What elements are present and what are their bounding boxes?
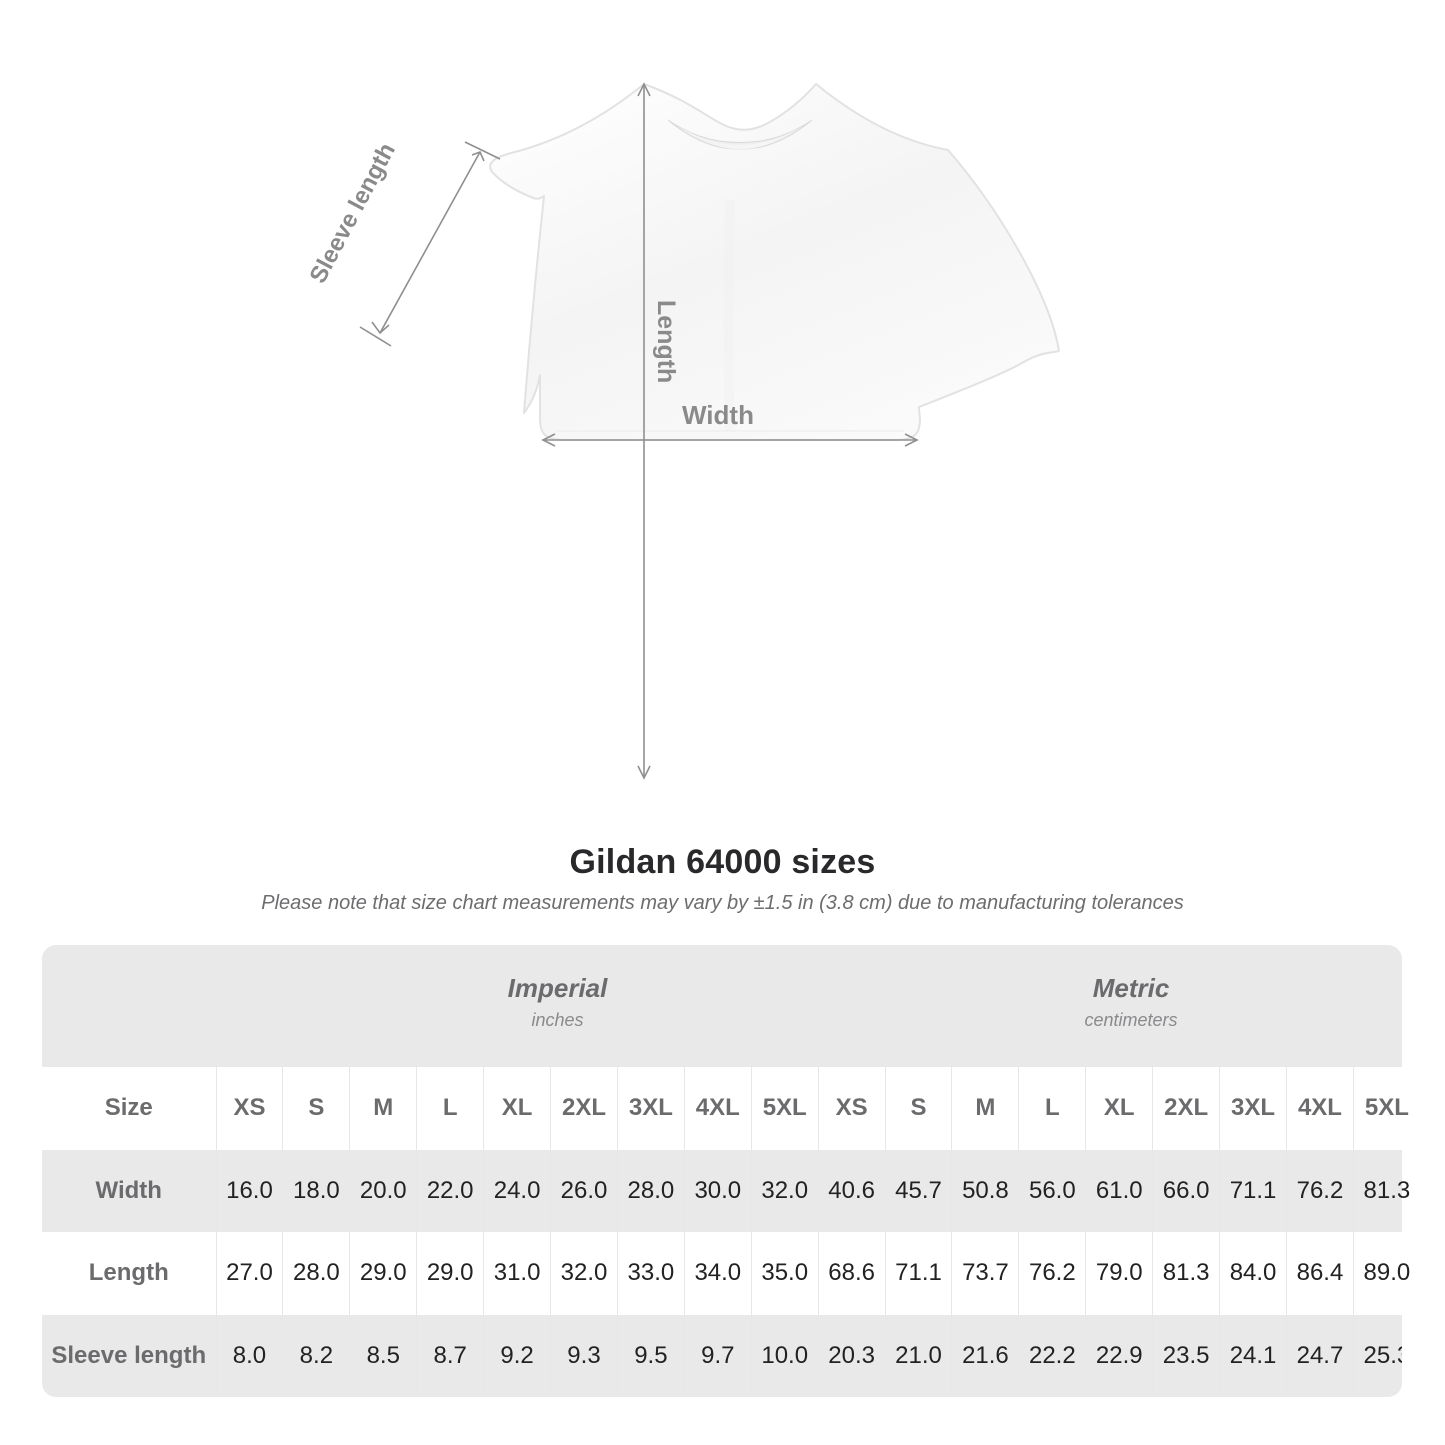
svg-text:Width: Width	[682, 400, 754, 430]
svg-text:Length: Length	[652, 300, 680, 383]
svg-text:Sleeve length: Sleeve length	[304, 139, 400, 288]
